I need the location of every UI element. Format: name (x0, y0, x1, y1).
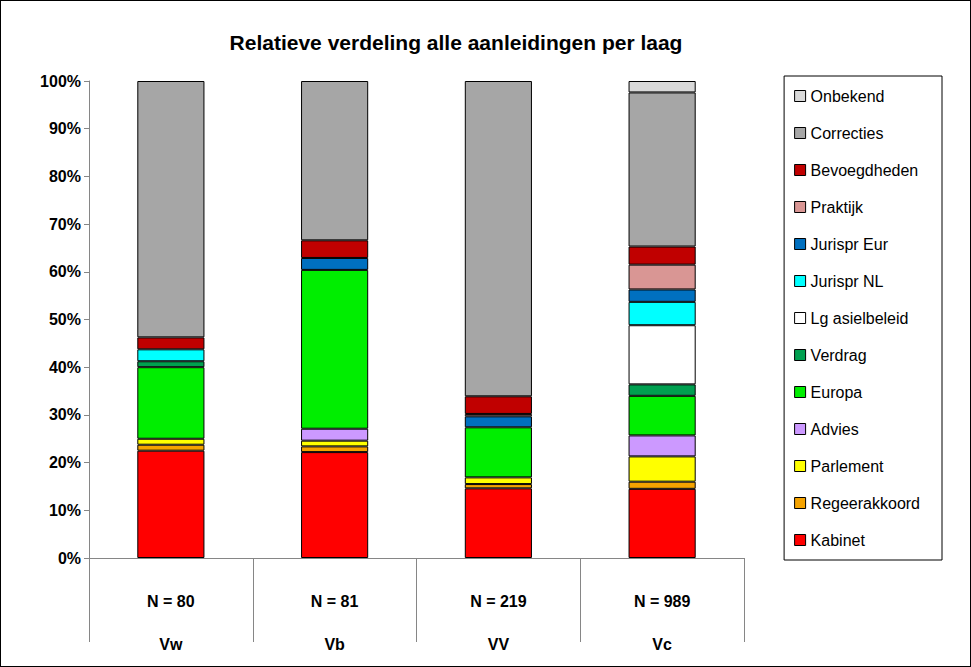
svg-text:60%: 60% (49, 263, 81, 280)
svg-text:70%: 70% (49, 216, 81, 233)
svg-text:N = 80: N = 80 (147, 593, 195, 610)
svg-text:Vc: Vc (652, 636, 672, 653)
svg-text:N = 81: N = 81 (311, 593, 359, 610)
svg-text:Europa: Europa (811, 384, 863, 401)
svg-text:Relatieve verdeling alle aanle: Relatieve verdeling alle aanleidingen pe… (230, 31, 683, 54)
svg-text:Regeerakkoord: Regeerakkoord (811, 495, 920, 512)
svg-text:30%: 30% (49, 406, 81, 423)
svg-text:Bevoegdheden: Bevoegdheden (811, 162, 919, 179)
svg-text:100%: 100% (40, 73, 81, 90)
svg-text:40%: 40% (49, 359, 81, 376)
svg-text:Verdrag: Verdrag (811, 347, 867, 364)
svg-text:Praktijk: Praktijk (811, 199, 864, 216)
svg-text:Advies: Advies (811, 421, 859, 438)
svg-text:N = 219: N = 219 (470, 593, 527, 610)
svg-text:Lg asielbeleid: Lg asielbeleid (811, 310, 909, 327)
svg-text:20%: 20% (49, 454, 81, 471)
svg-text:10%: 10% (49, 502, 81, 519)
svg-text:Correcties: Correcties (811, 125, 884, 142)
svg-text:N = 989: N = 989 (634, 593, 691, 610)
svg-text:VV: VV (488, 636, 510, 653)
svg-text:Onbekend: Onbekend (811, 88, 885, 105)
svg-text:Vw: Vw (159, 636, 183, 653)
svg-text:90%: 90% (49, 120, 81, 137)
svg-text:Jurispr Eur: Jurispr Eur (811, 236, 889, 253)
svg-text:0%: 0% (58, 550, 81, 567)
svg-text:Jurispr NL: Jurispr NL (811, 273, 884, 290)
svg-text:Vb: Vb (324, 636, 345, 653)
svg-text:Kabinet: Kabinet (811, 532, 866, 549)
svg-text:50%: 50% (49, 311, 81, 328)
svg-text:80%: 80% (49, 168, 81, 185)
svg-text:Parlement: Parlement (811, 458, 884, 475)
